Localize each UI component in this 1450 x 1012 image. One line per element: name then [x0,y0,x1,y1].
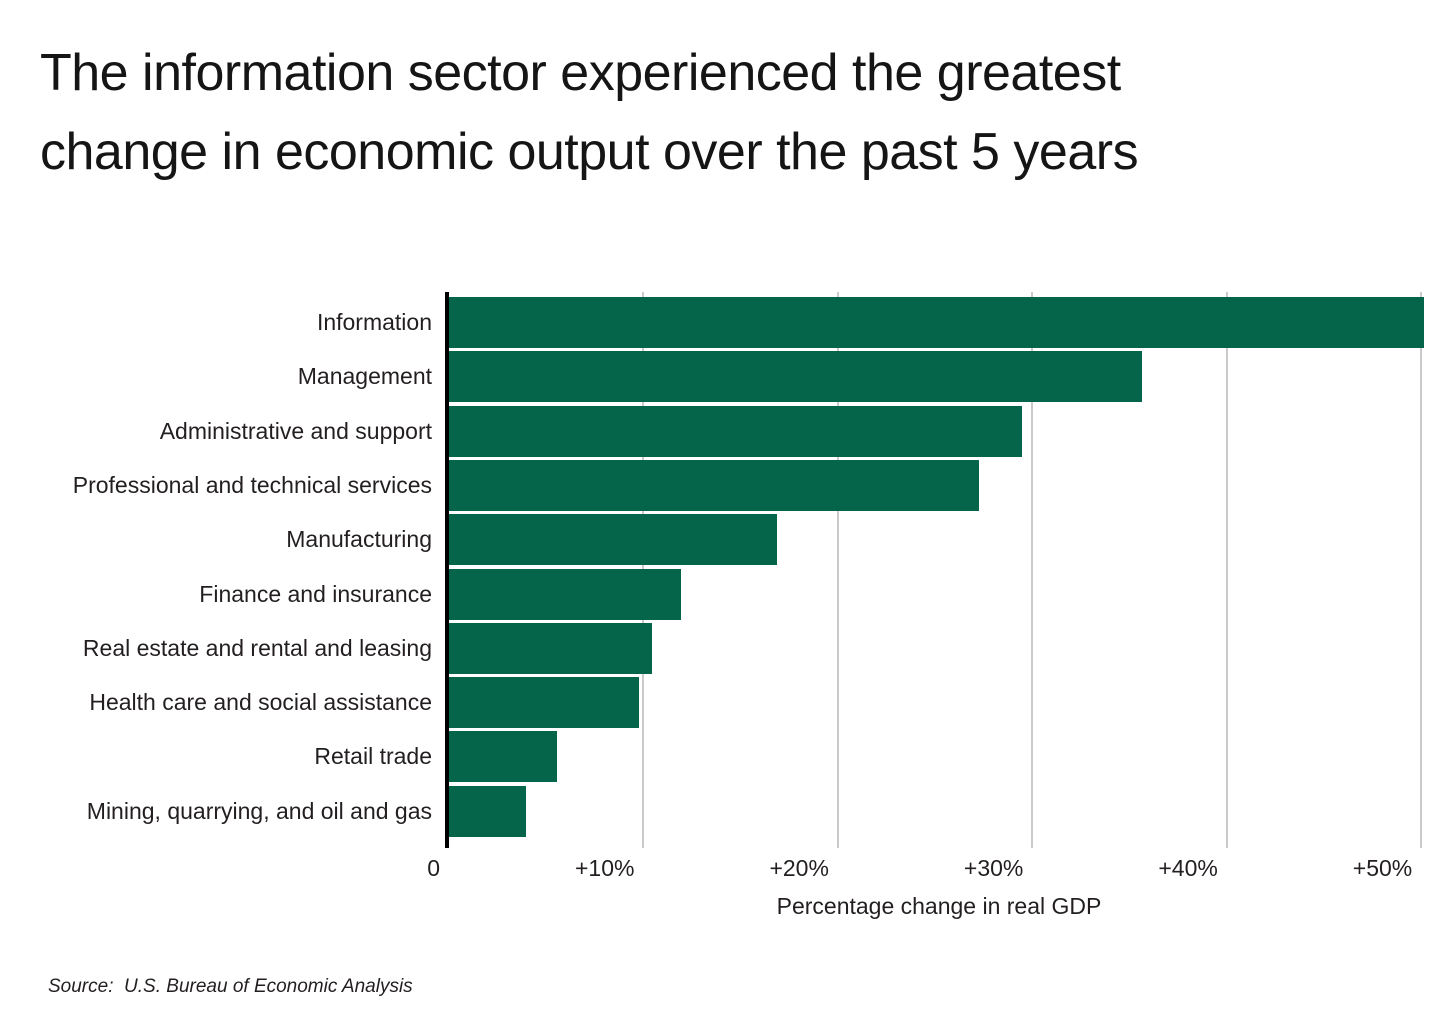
category-label: Manufacturing [286,526,432,553]
bar[interactable] [448,405,1022,457]
x-tick-label: +30% [963,855,1024,881]
plot-area [448,292,1430,848]
category-label: Retail trade [314,743,432,770]
bar[interactable] [448,622,653,674]
chart-title: The information sector experienced the g… [40,44,1139,181]
bar-row [448,351,1143,403]
x-tick-label: +50% [1352,855,1413,881]
bar-row [448,297,1425,348]
source-note: Source: U.S. Bureau of Economic Analysis [48,976,413,997]
bar[interactable] [448,297,1425,348]
bar-row [448,459,979,511]
bar-row [448,568,682,620]
bar[interactable] [448,731,557,783]
bar-series [448,292,1430,848]
x-tick-label: +20% [769,855,829,881]
y-axis-line [445,292,449,848]
bar-row [448,622,653,674]
bar-row [448,677,639,729]
category-label: Professional and technical services [72,471,432,498]
category-label: Information [316,309,432,335]
category-label: Finance and insurance [199,580,432,607]
bar-row [448,785,526,837]
category-label: Real estate and rental and leasing [82,634,432,661]
category-label: Administrative and support [159,417,432,444]
x-tick-label: 0 [427,855,440,881]
bar[interactable] [448,677,639,729]
gridline-+30 [1031,292,1034,848]
x-axis-tick-labels: 0 +10% +20% +30% +40% +50% [0,852,1450,886]
x-axis-title: Percentage change in real GDP [776,893,1102,919]
category-label: Management [297,363,432,390]
x-tick-label: +40% [1158,855,1218,881]
gridline-+50 [1420,292,1423,848]
bar[interactable] [448,568,682,620]
bar-row [448,514,777,566]
bar-row [448,405,1022,457]
category-label: Health care and social assistance [89,689,432,716]
bar[interactable] [448,785,526,837]
bar-row [448,731,557,783]
gridline-+20 [836,292,839,848]
bar[interactable] [448,514,777,566]
category-label: Mining, quarrying, and oil and gas [86,797,432,824]
bar[interactable] [448,459,979,511]
bar[interactable] [448,351,1143,403]
gridline-+40 [1225,292,1228,848]
x-tick-label: +10% [574,855,635,881]
category-axis-labels: Information Management Administrative and … [0,292,432,848]
